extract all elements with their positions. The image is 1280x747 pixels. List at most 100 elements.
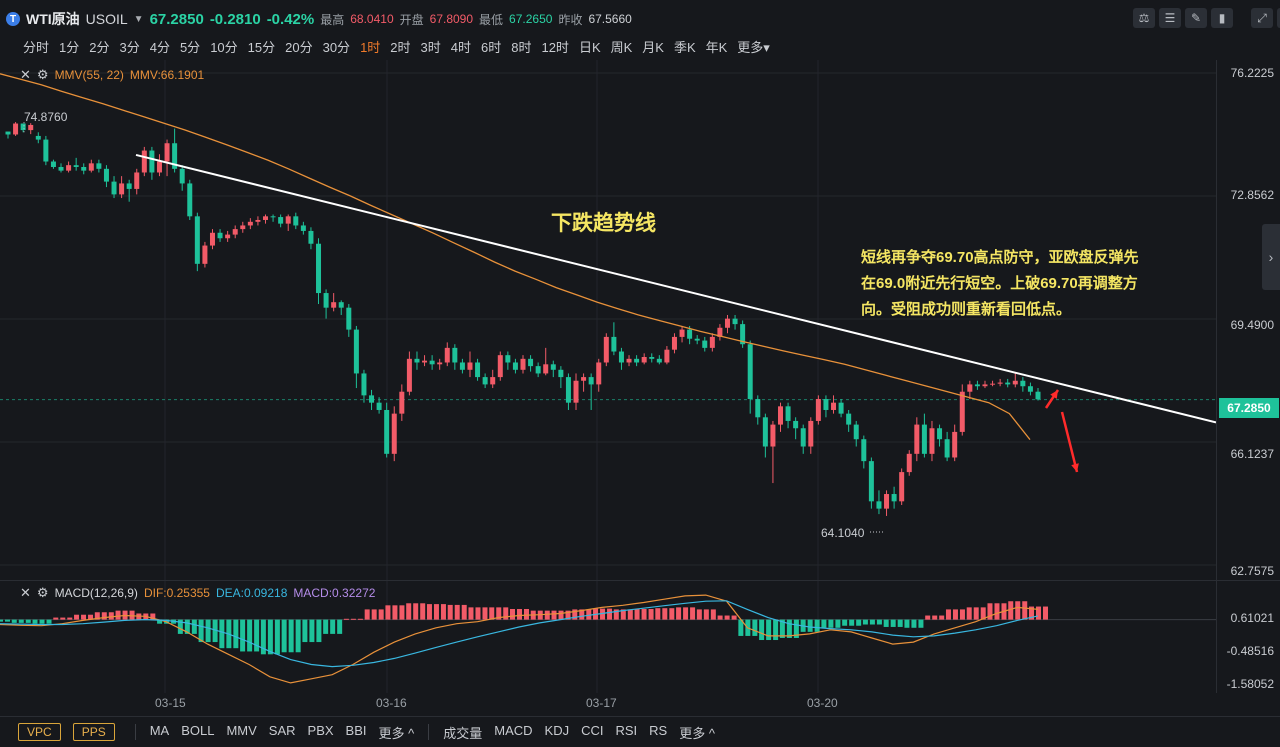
symbol-dropdown-icon[interactable]: ▼ — [133, 13, 144, 25]
macd-bar — [240, 619, 246, 652]
vpc-button[interactable]: VPC — [18, 723, 61, 741]
candle-body — [929, 428, 935, 454]
indicator-main-3[interactable]: SAR — [268, 722, 296, 738]
candle-body — [785, 406, 791, 421]
time-axis-tick: 03-17 — [586, 696, 617, 710]
candle-body — [1027, 386, 1033, 392]
macd-bar — [717, 615, 723, 620]
macd-bar — [254, 619, 260, 652]
candle-body — [838, 402, 844, 414]
macd-bar — [274, 619, 280, 655]
mmv-indicator-name: MMV(55, 22) — [54, 68, 124, 82]
timeframe-17[interactable]: 日K — [578, 39, 601, 55]
indicator-settings-icon[interactable]: ⚖ — [1133, 8, 1155, 28]
panel-settings-icon[interactable]: ⚙ — [36, 67, 49, 82]
macd-bar — [904, 619, 910, 628]
candle-body — [656, 358, 662, 363]
timeframe-6[interactable]: 10分 — [210, 39, 238, 55]
timeframe-5[interactable]: 5分 — [179, 39, 201, 55]
candle-body — [50, 161, 56, 167]
timeframe-16[interactable]: 12时 — [541, 39, 569, 55]
timeframe-14[interactable]: 6时 — [481, 39, 502, 55]
symbol-code[interactable]: USOIL — [85, 11, 128, 27]
macd-bar — [309, 619, 315, 643]
timeframe-4[interactable]: 4分 — [149, 39, 170, 55]
candle-body — [28, 124, 34, 131]
expand-panel-icon[interactable]: › — [1262, 224, 1280, 290]
indicator-main-5[interactable]: BBI — [345, 722, 367, 738]
macd-bar — [0, 619, 3, 622]
macd-axis-tick: 0.61021 — [1230, 611, 1274, 625]
close-icon[interactable]: ✕ — [1277, 8, 1280, 28]
marker-icon[interactable]: ▮ — [1211, 8, 1233, 28]
timeframe-13[interactable]: 4时 — [450, 39, 471, 55]
macd-bar — [669, 608, 675, 620]
candle-body — [997, 382, 1003, 384]
timeframe-15[interactable]: 8时 — [511, 39, 532, 55]
indicator-sub-2[interactable]: KDJ — [544, 722, 570, 738]
trend-line — [135, 153, 1216, 424]
indicator-sub-3[interactable]: CCI — [581, 722, 604, 738]
timeframe-7[interactable]: 15分 — [247, 39, 276, 55]
indicator-sub-5[interactable]: RS — [649, 722, 668, 738]
macd-bar — [350, 618, 356, 620]
indicator-main-6[interactable]: 更多 ^ — [378, 725, 415, 741]
macd-bar — [406, 603, 412, 620]
macd-bar — [752, 619, 758, 636]
timeframe-10[interactable]: 1时 — [360, 39, 381, 55]
macd-settings-icon[interactable]: ⚙ — [36, 585, 49, 600]
pencil-icon[interactable]: ✎ — [1185, 8, 1207, 28]
timeframe-11[interactable]: 2时 — [390, 39, 411, 55]
macd-bar — [115, 610, 121, 620]
candlestick-chart[interactable] — [0, 60, 1216, 580]
macd-name: MACD(12,26,9) — [54, 586, 138, 600]
macd-value: MACD:0.32272 — [293, 586, 376, 600]
timeframe-18[interactable]: 周K — [610, 39, 633, 55]
macd-bar — [510, 609, 515, 620]
timeframe-3[interactable]: 3分 — [119, 39, 140, 55]
timeframe-0[interactable]: 分时 — [23, 39, 50, 55]
macd-bar — [295, 619, 301, 653]
timeframe-8[interactable]: 20分 — [285, 39, 313, 55]
panel-close-icon[interactable]: ✕ — [20, 67, 31, 82]
macd-bar — [613, 609, 619, 620]
timeframe-20[interactable]: 季K — [673, 39, 696, 55]
candle-body — [937, 428, 943, 440]
timeframe-22[interactable]: 更多▾ — [737, 39, 770, 55]
pps-button[interactable]: PPS — [72, 723, 115, 741]
timeframe-12[interactable]: 3时 — [420, 39, 441, 55]
indicator-sub-6[interactable]: 更多 ^ — [679, 725, 715, 741]
macd-close-icon[interactable]: ✕ — [20, 585, 31, 600]
indicator-main-2[interactable]: MMV — [226, 722, 257, 738]
fullscreen-icon[interactable]: ⤢ — [1251, 8, 1273, 28]
timeframe-19[interactable]: 月K — [642, 39, 664, 55]
indicator-sub-1[interactable]: MACD — [494, 722, 533, 738]
candle-body — [452, 347, 458, 363]
indicator-sub-4[interactable]: RSI — [615, 722, 638, 738]
indicator-sub-0[interactable]: 成交量 — [443, 725, 483, 741]
timeframe-1[interactable]: 1分 — [59, 39, 80, 55]
candle-body — [808, 420, 814, 447]
candle-body — [406, 358, 412, 392]
indicator-main-4[interactable]: PBX — [307, 722, 334, 738]
time-axis[interactable]: 03-15 03-16 03-17 03-20 — [0, 693, 1216, 711]
candle-body — [399, 391, 405, 414]
draw-lines-icon[interactable]: ☰ — [1159, 8, 1181, 28]
macd-chart[interactable] — [0, 581, 1216, 693]
macd-bar — [607, 608, 613, 620]
candle-body — [278, 217, 284, 224]
panel-divider[interactable] — [0, 580, 1280, 581]
indicator-main-1[interactable]: BOLL — [181, 722, 215, 738]
macd-bar — [876, 619, 882, 625]
indicator-main-0[interactable]: MA — [149, 722, 170, 738]
candle-body — [96, 163, 102, 169]
timeframe-21[interactable]: 年K — [705, 39, 728, 55]
macd-bar — [849, 619, 855, 626]
timeframe-9[interactable]: 30分 — [322, 39, 351, 55]
price-axis[interactable]: 76.2225 72.8562 69.4900 66.1237 62.7575 … — [1216, 60, 1280, 580]
candle-body — [369, 395, 375, 403]
candle-body — [172, 143, 178, 169]
candle-body — [611, 336, 617, 352]
price-change-pct: -0.42% — [266, 10, 315, 28]
timeframe-2[interactable]: 2分 — [89, 39, 110, 55]
